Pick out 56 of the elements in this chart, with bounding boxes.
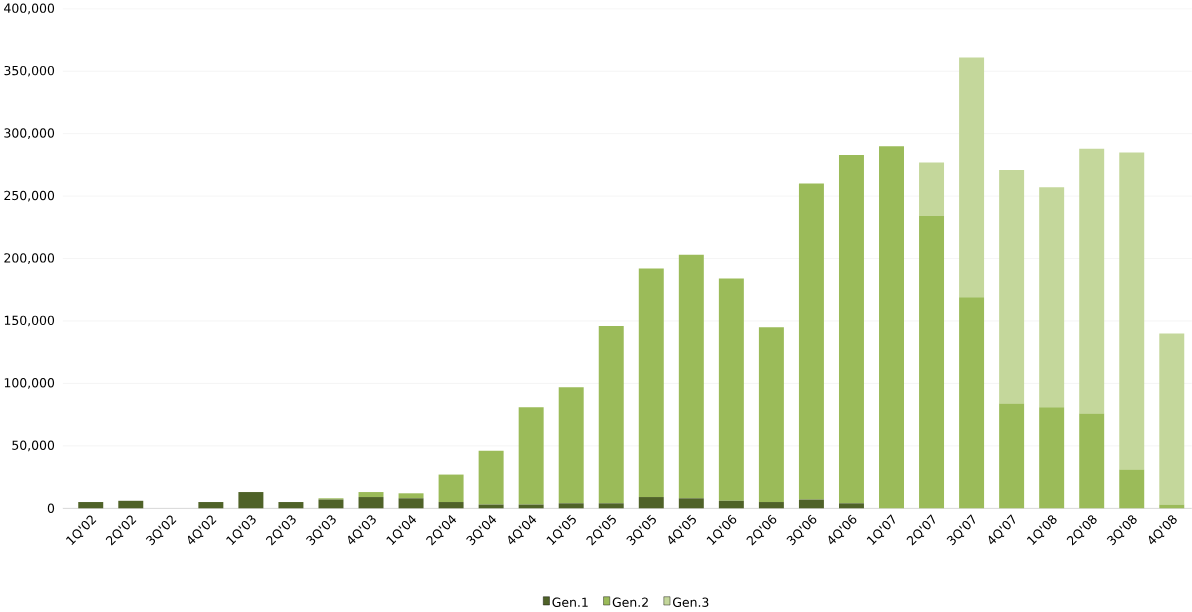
- y-tick-label: 200,000: [4, 252, 55, 264]
- bar: [358, 496, 384, 509]
- bar: [238, 491, 264, 509]
- bar: [999, 169, 1025, 404]
- bar: [959, 57, 985, 298]
- bar: [118, 500, 144, 509]
- bar: [678, 498, 704, 509]
- bar: [959, 297, 985, 509]
- bar: [838, 503, 864, 509]
- y-tick-label: 50,000: [12, 440, 55, 451]
- bar: [318, 499, 344, 509]
- bar: [638, 496, 664, 509]
- y-tick-label: 100,000: [4, 377, 55, 389]
- legend-label: Gen.1: [552, 597, 588, 607]
- bar: [1159, 333, 1185, 505]
- bar: [798, 499, 824, 509]
- bar: [1039, 406, 1065, 509]
- bar: [1079, 413, 1105, 509]
- bar: [718, 500, 744, 509]
- bar: [678, 254, 704, 499]
- bar: [798, 183, 824, 500]
- bar: [518, 406, 544, 505]
- bar: [478, 450, 504, 505]
- bar: [78, 501, 104, 509]
- legend-label: Gen.3: [673, 597, 709, 607]
- bar: [919, 162, 945, 216]
- y-tick-label: 350,000: [4, 65, 55, 77]
- bar: [1119, 152, 1145, 470]
- bar: [558, 503, 584, 509]
- y-tick-label: 150,000: [4, 315, 55, 327]
- bar: [838, 154, 864, 504]
- bar: [398, 493, 424, 499]
- y-tick-label: 400,000: [4, 3, 55, 14]
- bar: [638, 268, 664, 497]
- bar: [398, 498, 424, 509]
- y-tick-label: 0: [47, 503, 55, 513]
- bar: [358, 491, 384, 497]
- bar: [999, 403, 1025, 509]
- bar: [438, 474, 464, 502]
- bar: [879, 145, 904, 509]
- bar: [718, 278, 744, 501]
- bar: [758, 326, 784, 502]
- legend-label: Gen.2: [612, 597, 648, 607]
- bar: [919, 215, 945, 509]
- bar: [278, 501, 304, 509]
- bar: [598, 503, 624, 509]
- bar: [1119, 469, 1145, 509]
- y-tick-label: 300,000: [4, 128, 55, 139]
- y-tick-label: 250,000: [4, 190, 55, 202]
- bar: [558, 386, 584, 504]
- bar: [198, 501, 224, 509]
- bar: [1039, 187, 1065, 407]
- bar: [438, 501, 464, 509]
- bar: [758, 501, 784, 509]
- bar: [598, 325, 624, 504]
- bar: [1079, 148, 1105, 414]
